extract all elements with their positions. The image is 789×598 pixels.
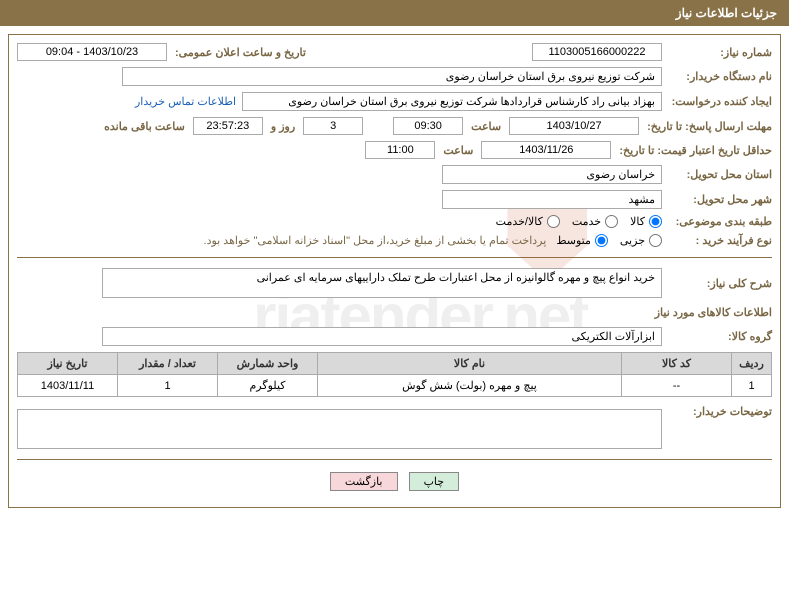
label-remaining: ساعت باقی مانده <box>96 120 193 133</box>
field-announce-datetime: 1403/10/23 - 09:04 <box>17 43 167 61</box>
table-cell-row: 1 <box>732 375 772 397</box>
radio-medium[interactable]: متوسط <box>556 234 608 247</box>
field-general-desc: خرید انواع پیچ و مهره گالوانیزه از محل ا… <box>102 268 662 298</box>
radio-service-label: خدمت <box>572 215 601 228</box>
divider-1 <box>17 257 772 258</box>
radio-goods-label: کالا <box>630 215 645 228</box>
radio-goods[interactable]: کالا <box>630 215 662 228</box>
label-days-word: روز و <box>263 120 303 133</box>
field-response-date: 1403/10/27 <box>509 117 639 135</box>
radio-partial-input[interactable] <box>649 234 662 247</box>
th-qty: تعداد / مقدار <box>118 353 218 375</box>
field-countdown: 23:57:23 <box>193 117 263 135</box>
label-general-desc: شرح کلی نیاز: <box>662 277 772 290</box>
section-goods-info: اطلاعات کالاهای مورد نیاز <box>17 306 772 319</box>
label-requester: ایجاد کننده درخواست: <box>662 95 772 108</box>
panel-header: جزئیات اطلاعات نیاز <box>0 0 789 26</box>
link-buyer-contact[interactable]: اطلاعات تماس خریدار <box>135 95 236 108</box>
radio-goods-service-input[interactable] <box>547 215 560 228</box>
label-buyer-org: نام دستگاه خریدار: <box>662 70 772 83</box>
radio-goods-service-label: کالا/خدمت <box>496 215 543 228</box>
table-row: 1--پیچ و مهره (بولت) شش گوشکیلوگرم11403/… <box>18 375 772 397</box>
th-name: نام کالا <box>318 353 622 375</box>
table-cell-qty: 1 <box>118 375 218 397</box>
print-button[interactable]: چاپ <box>409 472 460 491</box>
th-row: ردیف <box>732 353 772 375</box>
back-button[interactable]: بازگشت <box>330 472 398 491</box>
field-goods-group: ابزارآلات الکتریکی <box>102 327 662 346</box>
label-city: شهر محل تحویل: <box>662 193 772 206</box>
label-buyer-notes: توضیحات خریدار: <box>672 405 772 418</box>
label-province: استان محل تحویل: <box>662 168 772 181</box>
payment-note: پرداخت تمام یا بخشی از مبلغ خرید،از محل … <box>204 234 547 247</box>
th-date: تاریخ نیاز <box>18 353 118 375</box>
label-response-deadline: مهلت ارسال پاسخ: تا تاریخ: <box>639 120 772 133</box>
table-header-row: ردیف کد کالا نام کالا واحد شمارش تعداد /… <box>18 353 772 375</box>
content-panel: riatender.net شماره نیاز: 11030051660002… <box>8 34 781 508</box>
table-cell-code: -- <box>622 375 732 397</box>
field-buyer-org: شرکت توزیع نیروی برق استان خراسان رضوی <box>122 67 662 86</box>
label-process: نوع فرآیند خرید : <box>662 234 772 247</box>
goods-table: ردیف کد کالا نام کالا واحد شمارش تعداد /… <box>17 352 772 397</box>
radio-service-input[interactable] <box>605 215 618 228</box>
field-validity-date: 1403/11/26 <box>481 141 611 159</box>
label-time-1: ساعت <box>463 120 509 133</box>
label-min-validity: حداقل تاریخ اعتبار قیمت: تا تاریخ: <box>611 144 772 157</box>
table-cell-unit: کیلوگرم <box>218 375 318 397</box>
radio-group-classification: کالا خدمت کالا/خدمت <box>496 215 662 228</box>
label-classification: طبقه بندی موضوعی: <box>662 215 772 228</box>
label-announce-datetime: تاریخ و ساعت اعلان عمومی: <box>167 46 314 59</box>
field-buyer-notes <box>17 409 662 449</box>
radio-service[interactable]: خدمت <box>572 215 618 228</box>
field-requester: بهزاد بیانی راد کارشناس قراردادها شرکت ت… <box>242 92 662 111</box>
field-city: مشهد <box>442 190 662 209</box>
table-cell-date: 1403/11/11 <box>18 375 118 397</box>
table-cell-name: پیچ و مهره (بولت) شش گوش <box>318 375 622 397</box>
radio-goods-input[interactable] <box>649 215 662 228</box>
field-response-time: 09:30 <box>393 117 463 135</box>
label-time-2: ساعت <box>435 144 481 157</box>
radio-partial[interactable]: جزیی <box>620 234 662 247</box>
field-validity-time: 11:00 <box>365 141 435 159</box>
radio-medium-label: متوسط <box>556 234 591 247</box>
th-unit: واحد شمارش <box>218 353 318 375</box>
radio-medium-input[interactable] <box>595 234 608 247</box>
field-need-number: 1103005166000222 <box>532 43 662 61</box>
label-goods-group: گروه کالا: <box>662 330 772 343</box>
radio-group-process: جزیی متوسط <box>556 234 662 247</box>
label-need-number: شماره نیاز: <box>662 46 772 59</box>
radio-goods-service[interactable]: کالا/خدمت <box>496 215 560 228</box>
radio-partial-label: جزیی <box>620 234 645 247</box>
field-province: خراسان رضوی <box>442 165 662 184</box>
divider-2 <box>17 459 772 460</box>
th-code: کد کالا <box>622 353 732 375</box>
footer-buttons: چاپ بازگشت <box>17 472 772 499</box>
field-days-remaining: 3 <box>303 117 363 135</box>
